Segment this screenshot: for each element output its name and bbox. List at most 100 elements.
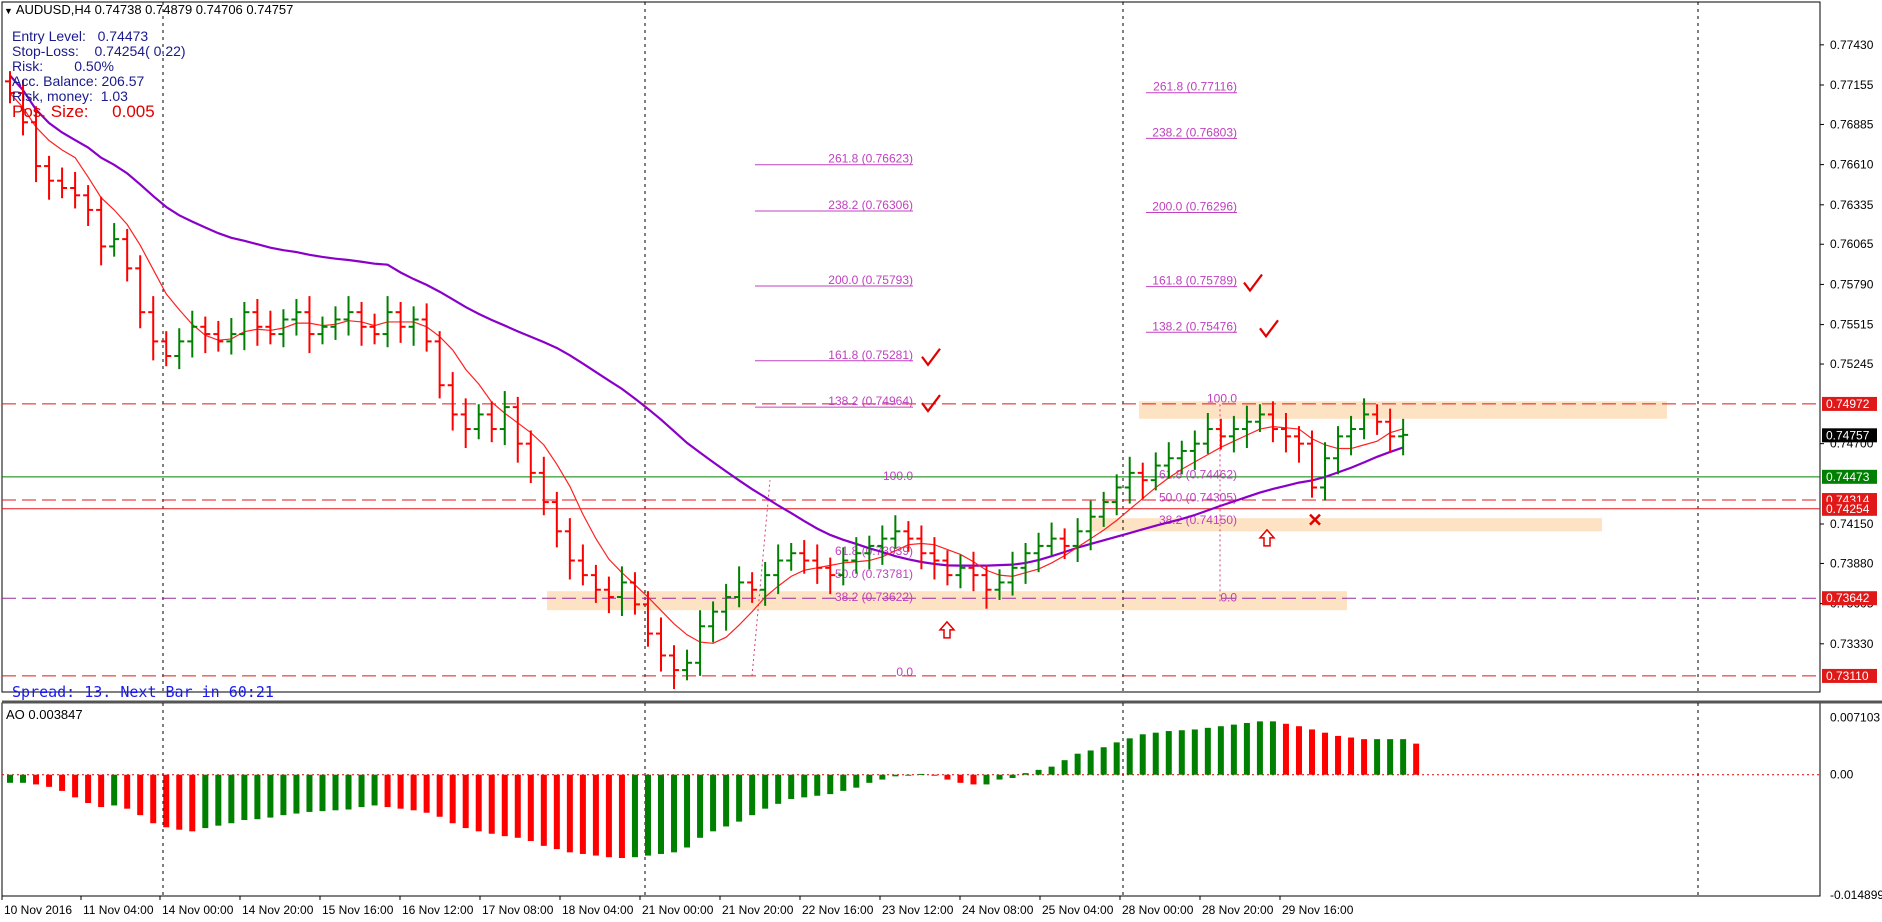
ohlc-bar-95 (1241, 405, 1252, 449)
ao-bar-53 (697, 774, 704, 838)
ao-bar-1 (20, 774, 27, 783)
ohlc-bar-44 (577, 544, 588, 586)
ao-bar-86 (1126, 738, 1133, 775)
price-tick-label-10: 0.74150 (1830, 517, 1874, 531)
fib-left-label-5: 100.0 (883, 469, 913, 483)
ao-bar-77 (1009, 774, 1016, 778)
ohlc-bar-13 (174, 328, 185, 370)
stop-loss: Stop-Loss: 0.74254( 0.22) (12, 43, 186, 59)
ohlc-bar-41 (538, 456, 549, 516)
time-tick-label-12: 24 Nov 08:00 (962, 903, 1034, 917)
ohlc-bar-87 (1137, 462, 1148, 500)
ao-bar-37 (488, 774, 495, 834)
ao-bar-66 (866, 774, 873, 783)
ao-bar-92 (1204, 727, 1211, 775)
ohlc-bar-20 (265, 310, 276, 345)
ao-pane-frame (1, 702, 1821, 897)
time-tick-label-13: 25 Nov 04:00 (1042, 903, 1114, 917)
ao-bar-28 (371, 774, 378, 806)
ohlc-bar-51 (669, 645, 680, 690)
ohlc-bar-61 (799, 540, 810, 574)
ao-bar-73 (957, 774, 964, 783)
ohlc-bar-70 (916, 525, 927, 570)
ohlc-bar-86 (1124, 456, 1135, 504)
ao-bar-81 (1061, 760, 1068, 775)
ao-bar-48 (631, 774, 638, 858)
ohlc-bar-67 (877, 525, 888, 565)
ao-bar-33 (436, 774, 443, 817)
ohlc-bar-92 (1202, 412, 1213, 454)
ao-bar-70 (918, 773, 925, 775)
ao-bar-90 (1178, 730, 1185, 775)
ohlc-bar-72 (942, 550, 953, 586)
dropdown-arrow-icon[interactable]: ▼ (4, 6, 13, 16)
ohlc-bar-97 (1267, 401, 1278, 443)
ao-bar-51 (671, 774, 678, 853)
ao-bar-59 (775, 774, 782, 804)
ao-bar-102 (1335, 735, 1342, 775)
ao-bar-15 (202, 774, 209, 829)
ao-bar-62 (814, 774, 821, 796)
ao-bar-84 (1100, 747, 1107, 775)
ao-bar-67 (879, 774, 886, 780)
ao-bar-89 (1165, 731, 1172, 775)
ohlc-bar-53 (695, 610, 706, 676)
ao-bar-35 (462, 774, 469, 829)
price-tick-label-7: 0.75515 (1830, 318, 1874, 332)
ohlc-bar-39 (512, 396, 523, 463)
ao-bar-65 (853, 774, 860, 788)
fast-moving-average (9, 92, 1404, 644)
price-label-box-5 (1822, 591, 1877, 606)
price-label-box-4 (1822, 501, 1877, 516)
ao-bar-5 (72, 774, 79, 798)
ohlc-bar-34 (447, 372, 458, 431)
ohlc-bar-49 (642, 591, 653, 647)
ohlc-bar-76 (994, 569, 1005, 600)
ohlc-bar-91 (1189, 430, 1200, 470)
price-tick-label-8: 0.75245 (1830, 357, 1874, 371)
ohlc-bar-68 (890, 515, 901, 549)
ao-bar-98 (1282, 723, 1289, 775)
ao-bar-21 (280, 774, 287, 816)
ohlc-bar-101 (1320, 442, 1331, 501)
ohlc-bar-24 (317, 316, 328, 345)
account-balance: Acc. Balance: 206.57 (12, 73, 145, 89)
ao-bar-41 (540, 774, 547, 846)
ao-bar-69 (905, 774, 912, 776)
fib-right-label-3: 161.8 (0.75789) (1152, 274, 1237, 288)
up-arrow-icon-1 (1258, 528, 1276, 547)
time-tick-label-9: 21 Nov 20:00 (722, 903, 794, 917)
ao-bar-32 (423, 774, 430, 813)
ohlc-bar-89 (1163, 442, 1174, 479)
ao-bar-82 (1074, 753, 1081, 775)
ohlc-bar-90 (1176, 440, 1187, 475)
ohlc-bar-58 (760, 561, 771, 606)
ao-bar-106 (1387, 739, 1394, 775)
spread-status: Spread: 13. Next Bar in 60:21 (12, 683, 274, 701)
ohlc-bar-93 (1215, 418, 1226, 450)
ao-bar-4 (59, 774, 66, 791)
check-mark-icon-3 (1259, 319, 1279, 339)
ao-bar-87 (1139, 734, 1146, 775)
ohlc-bar-55 (721, 583, 732, 631)
ao-bar-75 (983, 774, 990, 785)
ohlc-bar-66 (864, 535, 875, 570)
ohlc-bar-3 (44, 155, 55, 200)
ao-histogram (7, 721, 1420, 858)
ao-bar-103 (1348, 737, 1355, 775)
ohlc-bar-4 (57, 167, 68, 199)
ao-bar-99 (1295, 726, 1302, 775)
ao-bar-40 (527, 774, 534, 842)
ohlc-bar-104 (1359, 398, 1370, 440)
ohlc-bar-79 (1033, 532, 1044, 573)
ohlc-bar-43 (564, 518, 575, 580)
time-tick-label-10: 22 Nov 16:00 (802, 903, 874, 917)
ohlc-bar-9 (122, 228, 133, 282)
entry-level: Entry Level: 0.74473 (12, 28, 149, 44)
ao-bar-60 (788, 774, 795, 799)
ao-bar-34 (449, 774, 456, 824)
ao-bar-68 (892, 774, 899, 777)
ohlc-bar-2 (31, 106, 42, 183)
ao-bar-54 (710, 774, 717, 832)
